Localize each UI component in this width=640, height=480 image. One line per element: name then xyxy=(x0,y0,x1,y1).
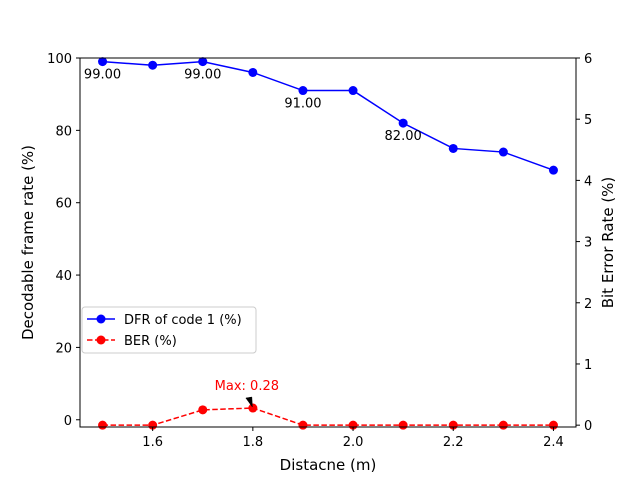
series-1-point-9 xyxy=(498,147,508,157)
series-line-2 xyxy=(102,407,554,426)
series-1-point-3 xyxy=(198,57,208,67)
series-1-point-4 xyxy=(248,67,258,77)
series-line-1 xyxy=(102,60,554,171)
legend-box xyxy=(81,306,257,354)
data-label-1: 99.00 xyxy=(84,68,121,83)
y-right-tick-label-2: 1 xyxy=(584,358,592,373)
y-left-tick-label-2: 20 xyxy=(55,341,72,356)
series-2-point-9 xyxy=(498,420,508,430)
y-right-tick-label-4: 3 xyxy=(584,236,592,251)
series-1-point-1 xyxy=(98,57,108,67)
data-label-3: 91.00 xyxy=(284,97,321,112)
series-2-point-7 xyxy=(398,420,408,430)
series-1-point-7 xyxy=(398,118,408,128)
x-tick-label-2: 1.8 xyxy=(243,435,264,450)
annotation-layer: Max: 0.28 xyxy=(215,379,279,408)
y-left-tick-label-4: 60 xyxy=(55,197,72,212)
annotation-arrow xyxy=(245,396,253,408)
y-right-tick-label-7: 6 xyxy=(584,52,592,67)
legend-marker-1 xyxy=(96,314,106,324)
y-right-axis-label: Bit Error Rate (%) xyxy=(599,177,617,309)
y-left-tick-label-1: 0 xyxy=(64,414,72,429)
y-right-tick-label-1: 0 xyxy=(584,419,592,434)
axes-layer: 1.6 1.8 2.0 2.2 2.4 0 20 40 60 80 100 0 1 2 3 4 5 6 Distac… xyxy=(19,52,617,474)
x-tick-label-3: 2.0 xyxy=(343,435,364,450)
x-axis-label: Distacne (m) xyxy=(280,456,377,474)
series-layer xyxy=(98,57,558,430)
y-left-tick-label-3: 40 xyxy=(55,269,72,284)
series-2-point-1 xyxy=(98,420,108,430)
series-1-point-5 xyxy=(298,86,308,96)
legend-label-1: DFR of code 1 (%) xyxy=(124,313,242,328)
series-2-point-4 xyxy=(248,403,258,413)
data-labels-layer: 99.00 99.00 91.00 82.00 xyxy=(84,68,422,145)
legend-marker-2 xyxy=(96,335,106,345)
series-2-point-5 xyxy=(298,420,308,430)
data-label-2: 99.00 xyxy=(184,68,221,83)
legend: DFR of code 1 (%) BER (%) xyxy=(81,306,257,354)
series-2-point-3 xyxy=(198,405,208,415)
x-tick-label-1: 1.6 xyxy=(142,435,163,450)
x-tick-label-4: 2.2 xyxy=(443,435,464,450)
data-label-4: 82.00 xyxy=(385,129,422,144)
y-left-tick-label-5: 80 xyxy=(55,124,72,139)
series-1-point-2 xyxy=(148,60,158,70)
y-right-tick-label-6: 5 xyxy=(584,113,592,128)
plot-frame xyxy=(79,57,577,428)
y-right-tick-label-3: 2 xyxy=(584,297,592,312)
y-right-tick-label-5: 4 xyxy=(584,174,592,189)
series-1-point-10 xyxy=(548,165,558,175)
series-1-point-8 xyxy=(448,143,458,153)
annotation-text: Max: 0.28 xyxy=(215,379,279,394)
series-1-point-6 xyxy=(348,86,358,96)
legend-label-2: BER (%) xyxy=(124,334,177,349)
y-left-axis-label: Decodable frame rate (%) xyxy=(19,145,37,340)
x-tick-label-5: 2.4 xyxy=(543,435,564,450)
y-left-tick-label-6: 100 xyxy=(47,52,72,67)
